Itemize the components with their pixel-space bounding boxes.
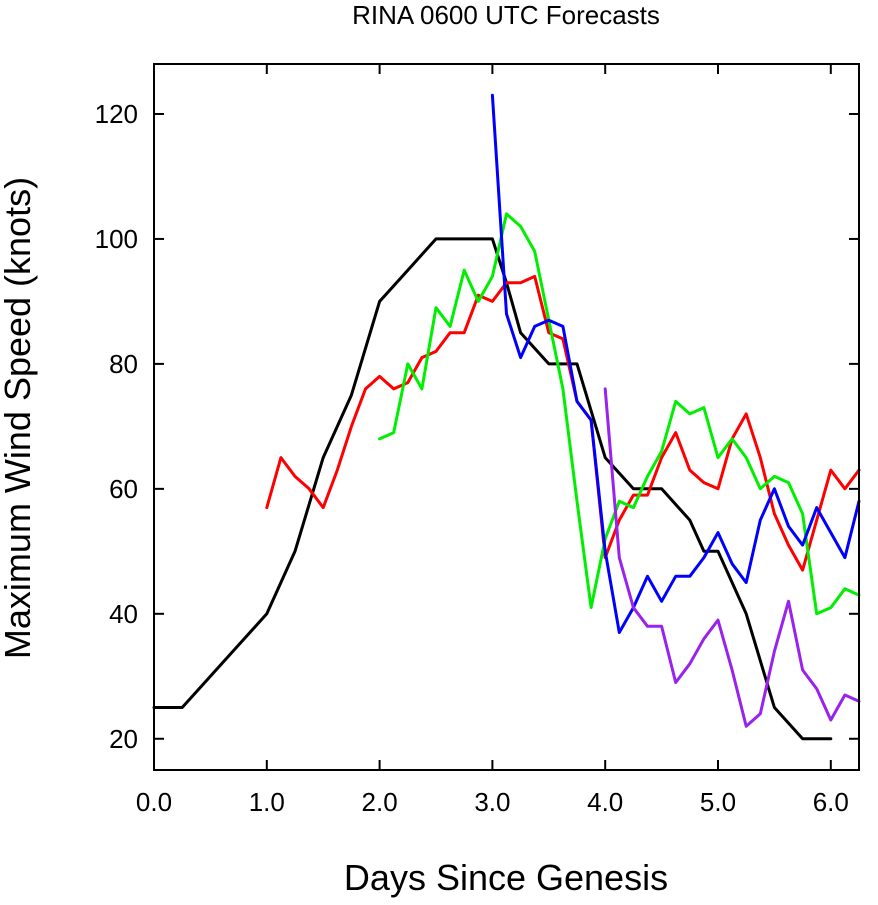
y-tick-label: 60	[109, 474, 138, 504]
y-tick-label: 120	[95, 99, 138, 129]
x-tick-label: 1.0	[249, 787, 285, 817]
series-line-4	[490, 93, 861, 634]
plot-frame	[153, 63, 860, 771]
x-tick-label: 6.0	[813, 787, 849, 817]
x-tick-label: 3.0	[474, 787, 510, 817]
series-layer	[152, 93, 861, 741]
x-tick-label: 0.0	[136, 787, 172, 817]
x-tick-label: 4.0	[587, 787, 623, 817]
y-axis-label: Maximum Wind Speed (knots)	[0, 177, 38, 659]
y-tick-label: 80	[109, 349, 138, 379]
series-line-5	[603, 387, 861, 728]
y-tick-label: 100	[95, 224, 138, 254]
x-axis-label: Days Since Genesis	[344, 857, 668, 898]
chart-title: RINA 0600 UTC Forecasts	[352, 0, 660, 30]
tick-layer: 0.0 1.0 2.0 3.0 4.0 5.0 6.0 20 40 60 80 100 120	[95, 64, 859, 817]
y-tick-label: 20	[109, 724, 138, 754]
x-tick-label: 5.0	[700, 787, 736, 817]
y-tick-label: 40	[109, 599, 138, 629]
x-tick-label: 2.0	[362, 787, 398, 817]
series-line-3	[378, 212, 861, 616]
series-line-2	[265, 274, 861, 572]
